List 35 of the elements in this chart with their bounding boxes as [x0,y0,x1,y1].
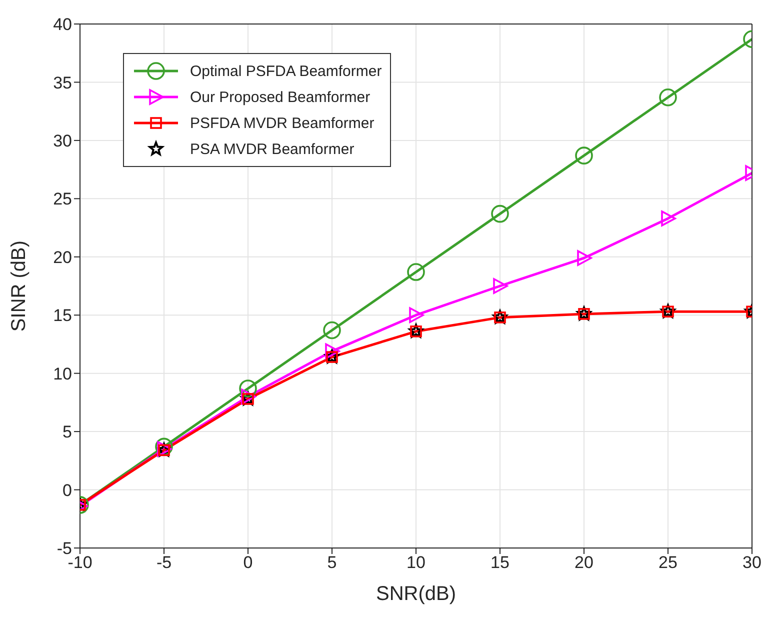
point [239,380,257,398]
point [491,204,509,223]
point [155,438,173,456]
point [575,146,593,164]
y-tick-label: 25 [53,190,72,209]
y-tick-label: 35 [53,73,72,92]
point [325,343,340,360]
y-tick-label: 10 [53,364,72,384]
point [661,210,676,226]
x-tick-label: 5 [327,553,337,572]
y-tick-label: 40 [53,15,72,34]
x-tick-label: 25 [658,553,678,572]
x-tick-label: 20 [574,553,594,572]
point [577,250,592,266]
y-tick-label: 30 [53,131,72,150]
x-tick-label: 15 [490,553,510,572]
legend-label: PSA MVDR Beamformer [190,140,354,158]
x-tick-label: -5 [156,553,172,572]
x-tick-label: 0 [243,553,253,572]
x-axis-title: SNR(dB) [376,583,456,605]
point [323,321,341,340]
legend-label: Our Proposed Beamformer [190,88,370,106]
y-tick-label: 20 [53,248,72,267]
point [407,263,425,281]
x-tick-label: 10 [406,553,426,572]
x-tick-label: 30 [742,553,762,572]
point [493,278,508,294]
y-tick-label: 5 [62,422,72,442]
y-tick-label: 0 [62,480,72,500]
y-tick-label: 15 [53,306,72,326]
point [659,88,677,106]
y-axis-title: SINR (dB) [8,240,30,332]
legend-label: Optimal PSFDA Beamformer [190,62,382,80]
point [409,307,424,324]
legend-label: PSFDA MVDR Beamformer [190,114,374,132]
